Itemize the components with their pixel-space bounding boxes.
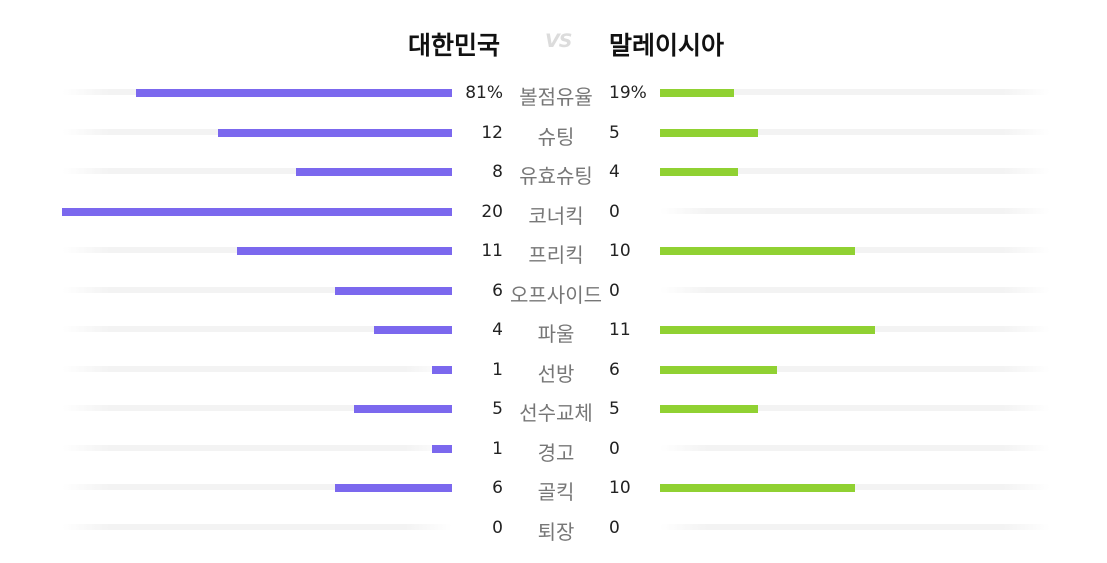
stat-label: 코너킥 (528, 203, 584, 228)
away-stat-value: 0 (609, 517, 620, 538)
stat-row: 6 골킥 10 (0, 469, 1107, 509)
stat-label: 프리킥 (528, 243, 584, 267)
stat-label: 선방 (537, 361, 575, 386)
stat-label: 오프사이드 (510, 282, 602, 307)
away-stat-bar (660, 168, 738, 176)
match-header: 대한민국 VS 말레이시아 (0, 22, 1107, 62)
away-stat-value: 5 (609, 399, 620, 419)
away-bar-track (660, 405, 1050, 411)
home-stat-bar (62, 207, 452, 216)
home-stat-bar (136, 89, 452, 97)
stat-label: 유효슈팅 (519, 164, 593, 188)
home-stat-value: 5 (492, 399, 503, 419)
away-stat-value: 0 (609, 438, 620, 459)
stat-row: 1 경고 0 (0, 430, 1107, 470)
stat-row: 6 오프사이드 0 (0, 272, 1107, 312)
away-stat-value: 10 (609, 241, 631, 261)
away-stat-value: 6 (609, 359, 620, 380)
stat-row: 4 파울 11 (0, 311, 1107, 351)
home-stat-bar (237, 247, 452, 255)
away-stat-value: 5 (609, 122, 620, 143)
home-stat-bar (296, 168, 452, 176)
home-stat-bar (432, 365, 452, 374)
away-bar-track (660, 207, 1050, 214)
stat-label: 파울 (537, 322, 575, 346)
stat-row: 20 코너킥 0 (0, 193, 1107, 233)
away-team-name: 말레이시아 (609, 31, 725, 60)
away-stat-value: 4 (609, 162, 620, 182)
away-stat-bar (660, 247, 855, 255)
stat-label: 선수교체 (519, 401, 593, 425)
home-stat-value: 12 (481, 122, 503, 143)
home-stat-value: 11 (481, 241, 503, 261)
stat-row: 8 유효슈팅 4 (0, 153, 1107, 193)
home-stat-bar (374, 326, 452, 334)
home-stat-bar (354, 405, 452, 413)
home-bar-track (62, 326, 452, 332)
away-stat-value: 0 (609, 201, 620, 222)
stat-label: 골킥 (537, 480, 575, 504)
away-bar-track (660, 89, 1050, 95)
home-stat-bar (335, 484, 452, 492)
home-stat-value: 6 (492, 478, 503, 498)
home-bar-track (62, 523, 452, 530)
home-stat-bar (335, 286, 452, 295)
home-stat-value: 4 (492, 320, 503, 340)
away-stat-value: 19% (609, 83, 647, 103)
away-bar-track (660, 365, 1050, 372)
away-bar-track (660, 247, 1050, 253)
away-stat-bar (660, 89, 734, 97)
home-stat-bar (218, 128, 452, 137)
home-bar-track (62, 286, 452, 293)
vs-mark: VS (545, 30, 572, 52)
home-bar-track (62, 405, 452, 411)
stat-row: 81% 볼점유율 19% (0, 74, 1107, 114)
away-stat-value: 11 (609, 320, 631, 340)
away-bar-track (660, 484, 1050, 490)
home-stat-value: 6 (492, 280, 503, 301)
away-bar-track (660, 444, 1050, 451)
stat-row: 12 슈팅 5 (0, 114, 1107, 154)
stat-comparison-list: 81% 볼점유율 19% 12 슈팅 5 8 유효슈팅 4 20 코너킥 0 11 프리킥 10 6 오프사이드… (0, 74, 1107, 548)
home-stat-value: 20 (481, 201, 503, 222)
stat-label: 볼점유율 (519, 85, 593, 109)
away-bar-track (660, 523, 1050, 530)
home-team-name: 대한민국 (407, 31, 500, 60)
stat-label: 슈팅 (537, 124, 575, 149)
home-stat-value: 0 (492, 517, 503, 538)
away-stat-bar (660, 484, 855, 492)
away-bar-track (660, 128, 1050, 135)
stat-row: 11 프리킥 10 (0, 232, 1107, 272)
stat-row: 5 선수교체 5 (0, 390, 1107, 430)
away-stat-value: 0 (609, 280, 620, 301)
away-stat-bar (660, 128, 758, 137)
away-stat-value: 10 (609, 478, 631, 498)
home-bar-track (62, 444, 452, 451)
home-bar-track (62, 484, 452, 490)
away-stat-bar (660, 405, 758, 413)
stat-label: 경고 (537, 440, 575, 465)
home-stat-value: 81% (465, 83, 503, 103)
away-bar-track (660, 168, 1050, 174)
away-stat-bar (660, 365, 777, 374)
home-stat-value: 1 (492, 438, 503, 459)
home-bar-track (62, 168, 452, 174)
away-bar-track (660, 286, 1050, 293)
away-stat-bar (660, 326, 875, 334)
stat-row: 0 퇴장 0 (0, 509, 1107, 549)
home-stat-bar (432, 444, 452, 453)
home-bar-track (62, 365, 452, 372)
stat-row: 1 선방 6 (0, 351, 1107, 391)
home-stat-value: 1 (492, 359, 503, 380)
home-stat-value: 8 (492, 162, 503, 182)
stat-label: 퇴장 (537, 519, 575, 544)
